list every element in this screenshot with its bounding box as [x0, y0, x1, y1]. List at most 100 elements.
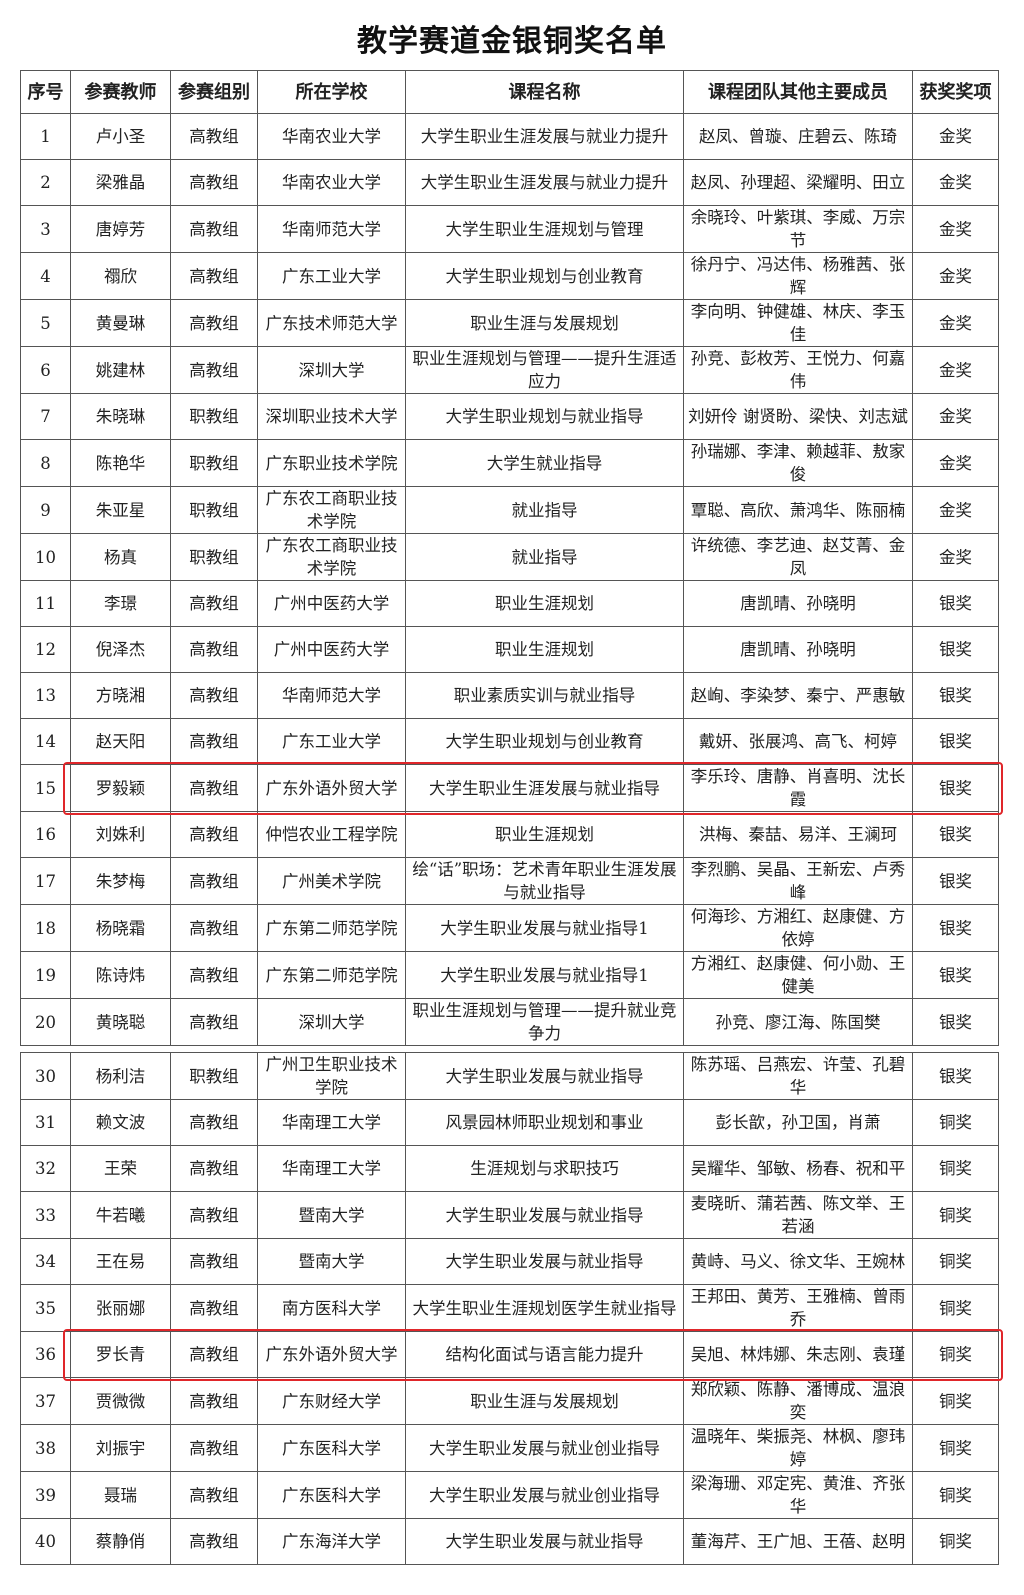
- cell-course: 大学生职业生涯发展与就业指导: [405, 764, 684, 812]
- cell-award: 银奖: [912, 1052, 999, 1100]
- cell-school: 广州中医药大学: [257, 626, 406, 673]
- cell-school: 深圳大学: [257, 998, 406, 1046]
- table-row: 5 黄曼琳 高教组 广东技术师范大学 职业生涯与发展规划 李向明、钟健雄、林庆、李玉佳 金奖: [20, 299, 999, 347]
- cell-members: 方湘红、赵康健、何小勋、王健美: [683, 951, 913, 999]
- cell-teacher: 陈诗炜: [70, 951, 171, 999]
- cell-seq: 8: [20, 439, 71, 487]
- cell-course: 生涯规划与求职技巧: [405, 1145, 684, 1192]
- cell-award: 铜奖: [912, 1518, 999, 1565]
- cell-group: 职教组: [170, 533, 258, 581]
- cell-course: 职业生涯规划与管理——提升生涯适应力: [405, 346, 684, 394]
- cell-award: 银奖: [912, 718, 999, 765]
- cell-school: 广州中医药大学: [257, 580, 406, 627]
- cell-school: 广东外语外贸大学: [257, 764, 406, 812]
- cell-seq: 38: [20, 1424, 71, 1472]
- cell-course: 大学生职业发展与就业指导1: [405, 904, 684, 952]
- table-row: 17 朱梦梅 高教组 广州美术学院 绘“话”职场：艺术青年职业生涯发展与就业指导 李烈鹏、…: [20, 857, 999, 905]
- cell-teacher: 刘振宇: [70, 1424, 171, 1472]
- cell-award: 铜奖: [912, 1145, 999, 1192]
- cell-group: 高教组: [170, 159, 258, 206]
- cell-school: 暨南大学: [257, 1191, 406, 1239]
- cell-seq: 36: [20, 1331, 71, 1378]
- header-seq: 序号: [20, 70, 71, 114]
- cell-seq: 33: [20, 1191, 71, 1239]
- cell-group: 高教组: [170, 1518, 258, 1565]
- table-row: 6 姚建林 高教组 深圳大学 职业生涯规划与管理——提升生涯适应力 孙竞、彭枚芳、王悦力、…: [20, 346, 999, 394]
- cell-course: 职业素质实训与就业指导: [405, 672, 684, 719]
- cell-group: 职教组: [170, 486, 258, 534]
- cell-course: 职业生涯与发展规划: [405, 299, 684, 347]
- cell-school: 广东财经大学: [257, 1377, 406, 1425]
- cell-group: 高教组: [170, 1191, 258, 1239]
- cell-members: 赵凤、孙理超、梁耀明、田立: [683, 159, 913, 206]
- cell-teacher: 杨利洁: [70, 1052, 171, 1100]
- cell-group: 职教组: [170, 393, 258, 440]
- cell-seq: 34: [20, 1238, 71, 1285]
- cell-school: 广东海洋大学: [257, 1518, 406, 1565]
- cell-course: 大学生职业规划与创业教育: [405, 718, 684, 765]
- cell-members: 董海芹、王广旭、王蓓、赵明: [683, 1518, 913, 1565]
- cell-group: 高教组: [170, 1145, 258, 1192]
- cell-course: 大学生就业指导: [405, 439, 684, 487]
- cell-course: 大学生职业发展与就业指导1: [405, 951, 684, 999]
- cell-group: 高教组: [170, 1424, 258, 1472]
- cell-teacher: 卢小圣: [70, 113, 171, 160]
- cell-seq: 7: [20, 393, 71, 440]
- cell-teacher: 罗长青: [70, 1331, 171, 1378]
- cell-course: 大学生职业生涯规划医学生就业指导: [405, 1284, 684, 1332]
- cell-teacher: 黄晓聪: [70, 998, 171, 1046]
- cell-members: 梁海珊、邓定宪、黄淮、齐张华: [683, 1471, 913, 1519]
- cell-teacher: 聂瑞: [70, 1471, 171, 1519]
- header-row: 序号 参赛教师 参赛组别 所在学校 课程名称 课程团队其他主要成员 获奖奖项: [20, 70, 999, 114]
- cell-teacher: 方晓湘: [70, 672, 171, 719]
- cell-members: 戴妍、张展鸿、高飞、柯婷: [683, 718, 913, 765]
- cell-members: 刘妍伶 谢贤盼、梁快、刘志斌: [683, 393, 913, 440]
- cell-members: 李乐玲、唐静、肖喜明、沈长霞: [683, 764, 913, 812]
- cell-group: 高教组: [170, 252, 258, 300]
- header-course: 课程名称: [405, 70, 684, 114]
- cell-school: 南方医科大学: [257, 1284, 406, 1332]
- cell-course: 结构化面试与语言能力提升: [405, 1331, 684, 1378]
- cell-seq: 37: [20, 1377, 71, 1425]
- table-row: 33 牛若曦 高教组 暨南大学 大学生职业发展与就业指导 麦晓昕、蒲若茜、陈文举、王若涵铜…: [20, 1191, 999, 1239]
- cell-teacher: 李璟: [70, 580, 171, 627]
- cell-teacher: 陈艳华: [70, 439, 171, 487]
- cell-seq: 16: [20, 811, 71, 858]
- cell-school: 广州美术学院: [257, 857, 406, 905]
- cell-group: 高教组: [170, 904, 258, 952]
- cell-members: 孙瑞娜、李津、赖越菲、敖家俊: [683, 439, 913, 487]
- cell-group: 高教组: [170, 205, 258, 253]
- cell-members: 彭长歆，孙卫国，肖萧: [683, 1099, 913, 1146]
- cell-course: 职业生涯规划: [405, 626, 684, 673]
- cell-seq: 6: [20, 346, 71, 394]
- cell-group: 高教组: [170, 1331, 258, 1378]
- cell-members: 覃聪、高欣、萧鸿华、陈丽楠: [683, 486, 913, 534]
- award-table-part-2: 30 杨利洁 职教组 广州卫生职业技术学院 大学生职业发展与就业指导 陈苏瑶、吕燕宏、许莹…: [20, 1052, 999, 1565]
- cell-course: 风景园林师职业规划和事业: [405, 1099, 684, 1146]
- cell-award: 金奖: [912, 533, 999, 581]
- cell-teacher: 贾微微: [70, 1377, 171, 1425]
- cell-group: 高教组: [170, 299, 258, 347]
- table-row: 35 张丽娜 高教组 南方医科大学 大学生职业生涯规划医学生就业指导 王邦田、黄芳、王雅楠…: [20, 1284, 999, 1332]
- cell-school: 深圳大学: [257, 346, 406, 394]
- table-row: 38 刘振宇 高教组 广东医科大学 大学生职业发展与就业创业指导 温晓年、柴振尧、林枫、廖…: [20, 1424, 999, 1472]
- cell-members: 黄峙、马义、徐文华、王婉林: [683, 1238, 913, 1285]
- cell-school: 华南理工大学: [257, 1145, 406, 1192]
- cell-award: 铜奖: [912, 1284, 999, 1332]
- cell-members: 王邦田、黄芳、王雅楠、曾雨乔: [683, 1284, 913, 1332]
- cell-group: 职教组: [170, 1052, 258, 1100]
- cell-school: 暨南大学: [257, 1238, 406, 1285]
- cell-members: 洪梅、秦喆、易洋、王澜珂: [683, 811, 913, 858]
- cell-seq: 32: [20, 1145, 71, 1192]
- cell-members: 孙竞、廖江海、陈国樊: [683, 998, 913, 1046]
- cell-seq: 17: [20, 857, 71, 905]
- cell-seq: 31: [20, 1099, 71, 1146]
- cell-seq: 35: [20, 1284, 71, 1332]
- cell-group: 高教组: [170, 857, 258, 905]
- cell-teacher: 姚建林: [70, 346, 171, 394]
- cell-teacher: 王荣: [70, 1145, 171, 1192]
- cell-award: 金奖: [912, 252, 999, 300]
- cell-school: 广东工业大学: [257, 718, 406, 765]
- table-row: 1 卢小圣 高教组 华南农业大学 大学生职业生涯发展与就业力提升 赵凤、曾璇、庄碧云、陈琦…: [20, 113, 999, 160]
- cell-group: 高教组: [170, 718, 258, 765]
